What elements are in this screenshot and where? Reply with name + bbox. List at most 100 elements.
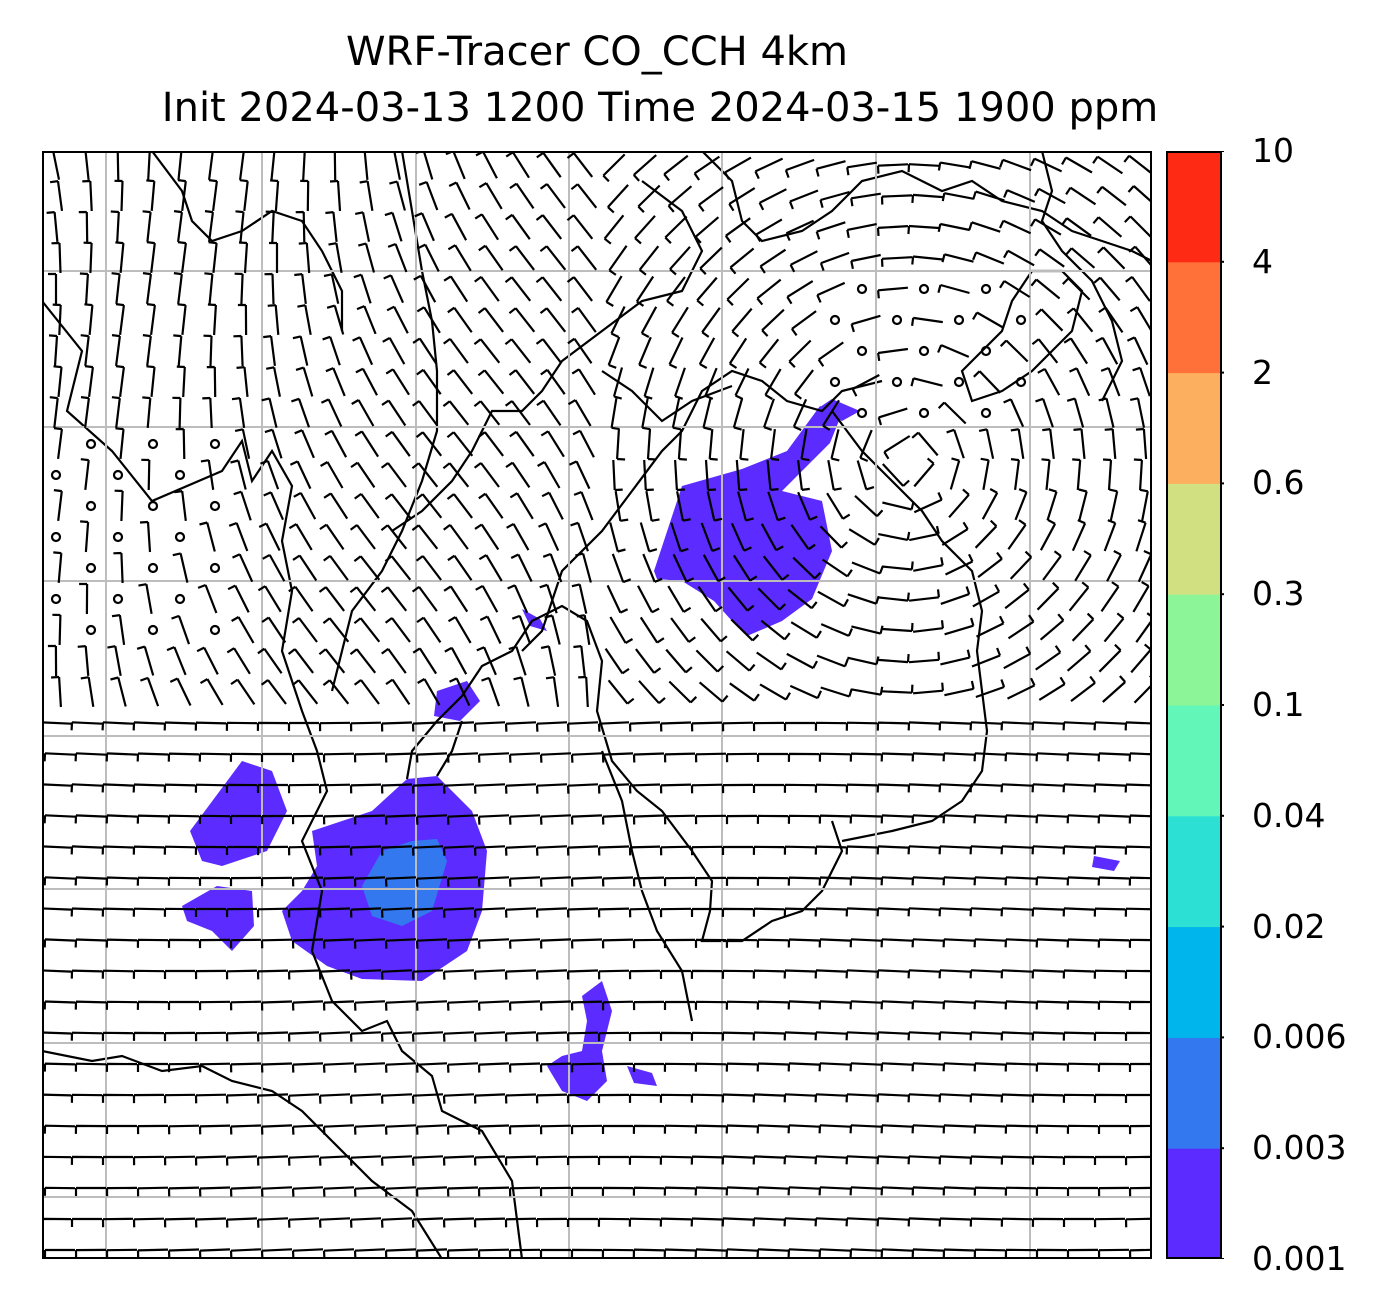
wind-barb — [165, 1033, 195, 1041]
wind-barb — [233, 336, 242, 366]
plume-southwest — [190, 761, 287, 866]
wind-barb — [510, 184, 534, 209]
wind-barb — [297, 305, 310, 335]
wind-barb — [386, 618, 410, 642]
wind-barb — [76, 1188, 106, 1196]
wind-barb — [947, 430, 964, 458]
wind-barb — [386, 369, 409, 394]
wind-barb — [606, 649, 629, 674]
wind-barb — [909, 784, 939, 792]
wind-barb — [699, 187, 723, 211]
wind-barb — [723, 1095, 753, 1103]
wind-barb — [262, 1125, 292, 1134]
wind-barb — [787, 654, 817, 668]
plume-east-small — [1092, 856, 1120, 871]
wind-barb — [389, 182, 405, 211]
wind-barb — [617, 429, 625, 460]
wind-barb — [115, 242, 123, 273]
wind-barb — [444, 1032, 474, 1041]
wind-barb — [1000, 281, 1030, 297]
wind-barb — [541, 308, 566, 332]
wind-barb — [231, 680, 254, 705]
wind-barb — [1005, 583, 1029, 608]
wind-barb — [661, 785, 691, 794]
wind-barb — [356, 369, 377, 396]
wind-barb — [227, 1095, 257, 1104]
wind-barb — [354, 275, 371, 304]
wind-barb — [851, 687, 882, 695]
wind-barb — [913, 1001, 943, 1009]
wind-barb — [448, 1063, 478, 1072]
wind-barb — [265, 274, 274, 304]
wind-barb — [76, 1064, 106, 1072]
wind-barb — [785, 723, 815, 731]
colorbar-tick-label: 4 — [1252, 244, 1273, 280]
wind-barb — [878, 970, 908, 978]
wind-barb — [757, 280, 780, 305]
wind-barb — [882, 1063, 912, 1071]
wind-barb — [72, 1219, 102, 1227]
wind-barb — [48, 274, 56, 304]
wind-barb — [54, 366, 62, 397]
calm-wind-marker — [52, 595, 60, 603]
wind-barb — [112, 615, 124, 645]
wind-barb — [1130, 307, 1152, 333]
wind-barb — [754, 1156, 784, 1164]
wind-barb — [702, 308, 720, 337]
wind-barb — [1062, 158, 1092, 173]
wind-barb — [909, 1094, 939, 1102]
calm-wind-marker — [176, 533, 184, 541]
wind-barb — [847, 847, 877, 855]
wind-barb — [820, 1125, 850, 1133]
wind-barb — [538, 462, 560, 488]
wind-barb — [610, 617, 632, 643]
wind-barb — [510, 246, 535, 270]
wind-barb — [878, 723, 908, 731]
wind-barb — [816, 970, 846, 978]
wind-barb — [116, 366, 124, 397]
calm-wind-marker — [211, 626, 219, 634]
wind-barb — [84, 243, 92, 273]
wind-barb — [1033, 1095, 1063, 1103]
wind-barb — [636, 649, 661, 673]
wind-barb — [878, 288, 908, 299]
wind-barb — [416, 494, 441, 518]
wind-barb — [506, 784, 536, 793]
wind-barb — [790, 686, 821, 698]
wind-barb — [785, 785, 815, 793]
wind-barb — [878, 654, 909, 662]
wind-barb — [1105, 613, 1124, 641]
wind-barb — [541, 431, 564, 456]
wind-barb — [383, 338, 405, 364]
wind-barb — [634, 155, 656, 181]
wind-barb — [568, 784, 598, 793]
wind-barb — [847, 1094, 877, 1102]
wind-barb — [572, 308, 596, 332]
wind-barb — [944, 1001, 974, 1009]
wind-barb — [1099, 1188, 1129, 1196]
wind-barb — [1039, 677, 1064, 700]
wind-barb — [909, 722, 939, 730]
wind-barb — [568, 971, 598, 980]
wind-barb — [82, 181, 91, 211]
wind-barb — [758, 940, 788, 948]
wind-barb — [417, 307, 440, 333]
wind-barb — [506, 1032, 536, 1041]
wind-barb — [355, 754, 385, 763]
wind-barb — [103, 722, 133, 730]
wind-barb — [1006, 877, 1036, 885]
wind-barb — [1073, 614, 1094, 641]
wind-barb — [1136, 520, 1145, 551]
wind-barb — [360, 181, 373, 211]
calm-wind-marker — [920, 409, 928, 417]
wind-barb — [198, 585, 216, 613]
wind-barb — [289, 723, 319, 731]
wind-barb — [675, 460, 685, 490]
wind-barb — [1129, 186, 1153, 206]
wind-barb — [76, 877, 106, 885]
wind-barb — [821, 688, 852, 697]
colorbar-segment — [1167, 373, 1221, 484]
wind-barb — [672, 307, 688, 337]
wind-barb — [572, 940, 602, 949]
wind-barb — [704, 398, 712, 429]
